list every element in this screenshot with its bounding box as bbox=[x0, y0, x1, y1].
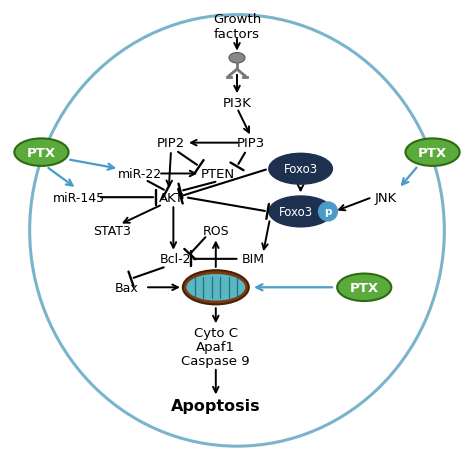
Text: BIM: BIM bbox=[242, 253, 265, 266]
Text: PI3K: PI3K bbox=[223, 97, 251, 109]
Text: AKT: AKT bbox=[159, 191, 183, 204]
Circle shape bbox=[319, 202, 337, 221]
Text: PTX: PTX bbox=[27, 146, 56, 159]
Text: Foxo3: Foxo3 bbox=[279, 206, 313, 218]
Ellipse shape bbox=[14, 139, 69, 167]
Text: JNK: JNK bbox=[374, 191, 397, 204]
Text: PIP2: PIP2 bbox=[157, 137, 185, 150]
Ellipse shape bbox=[269, 154, 332, 185]
Text: miR-145: miR-145 bbox=[53, 191, 105, 204]
Ellipse shape bbox=[405, 139, 460, 167]
Ellipse shape bbox=[269, 197, 332, 228]
Text: Apoptosis: Apoptosis bbox=[171, 398, 261, 414]
Text: Cyto C: Cyto C bbox=[194, 326, 238, 339]
Ellipse shape bbox=[337, 274, 392, 301]
Ellipse shape bbox=[229, 53, 245, 64]
Text: PIP3: PIP3 bbox=[237, 137, 265, 150]
Text: PTX: PTX bbox=[350, 281, 379, 294]
Text: Bcl-2: Bcl-2 bbox=[160, 253, 191, 266]
Text: Caspase 9: Caspase 9 bbox=[182, 355, 250, 367]
Text: Bax: Bax bbox=[114, 281, 138, 294]
Text: miR-22: miR-22 bbox=[118, 168, 163, 180]
Text: Foxo3: Foxo3 bbox=[283, 163, 318, 176]
Text: Growth
factors: Growth factors bbox=[213, 13, 261, 41]
Text: PTEN: PTEN bbox=[201, 168, 235, 180]
Text: ROS: ROS bbox=[202, 224, 229, 238]
Text: PTX: PTX bbox=[418, 146, 447, 159]
Ellipse shape bbox=[183, 271, 249, 305]
Ellipse shape bbox=[186, 275, 245, 301]
Text: STAT3: STAT3 bbox=[93, 224, 131, 238]
Text: Apaf1: Apaf1 bbox=[196, 340, 235, 353]
Text: p: p bbox=[324, 207, 332, 217]
